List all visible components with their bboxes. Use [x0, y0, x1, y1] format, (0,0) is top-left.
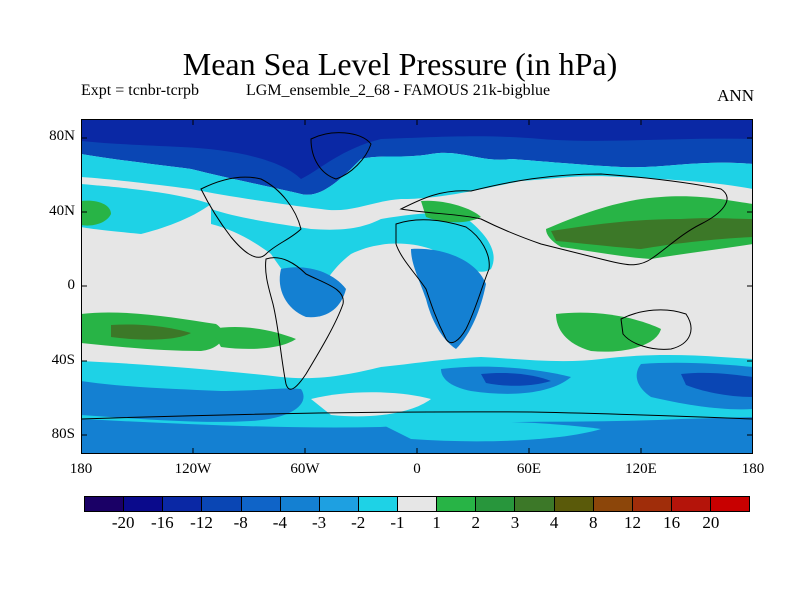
- ensemble-label: LGM_ensemble_2_68 - FAMOUS 21k-bigblue: [246, 82, 551, 99]
- asia-strong-high: [551, 218, 753, 249]
- colorbar-tick-label: 20: [702, 513, 720, 532]
- indian-ocean-high: [556, 312, 661, 352]
- colorbar-swatch: [124, 497, 164, 511]
- colorbar-swatch: [711, 497, 750, 511]
- experiment-label: Expt = tcnbr-tcrpb: [81, 82, 199, 99]
- colorbar-tick-label: 2: [471, 513, 481, 532]
- south-america-low: [279, 267, 346, 318]
- mediterranean-high: [421, 200, 481, 223]
- colorbar-swatch: [280, 497, 320, 511]
- pacific-high-north: [81, 200, 111, 226]
- colorbar-swatch: [632, 497, 672, 511]
- south-america-coast: [265, 257, 344, 390]
- colorbar-tick-label: -2: [351, 513, 366, 532]
- lon-label-180w: 180: [69, 461, 93, 477]
- colorbar-tick-label: 1: [432, 513, 441, 532]
- colorbar-tick-label: -1: [390, 513, 405, 532]
- colorbar-tick-label: 4: [549, 513, 559, 532]
- lon-label-120w: 120W: [174, 461, 212, 477]
- pressure-map: [80, 119, 754, 454]
- colorbar-tick-label: 16: [663, 513, 681, 532]
- south-atlantic-grey: [311, 392, 431, 417]
- colorbar-swatch: [398, 497, 438, 511]
- map-title: Mean Sea Level Pressure (in hPa): [182, 46, 618, 82]
- colorbar-tick-label: -20: [111, 513, 135, 532]
- colorbar-tick-label: -3: [311, 513, 327, 532]
- south-pacific-strong-high: [111, 324, 191, 340]
- lon-label-120e: 120E: [625, 461, 657, 477]
- north-pacific-cyan: [81, 184, 211, 234]
- eurasia-coast: [399, 173, 728, 266]
- colorbar-swatch: [476, 497, 516, 511]
- colorbar-swatch: [593, 497, 633, 511]
- axis-ticks: [81, 119, 753, 454]
- colorbar-tick-label: 8: [589, 513, 598, 532]
- season-label: ANN: [717, 86, 754, 105]
- colorbar-swatch: [671, 497, 711, 511]
- north-america-coast: [200, 176, 302, 258]
- antarctic-cyan-patch: [381, 421, 601, 442]
- greenland-coast: [310, 132, 372, 180]
- lat-label-40n: 40N: [49, 203, 75, 219]
- colorbar-tick-label: -16: [151, 513, 174, 532]
- atlantic-cyan-region: [211, 209, 494, 304]
- africa-coast: [395, 219, 490, 344]
- lat-label-80n: 80N: [49, 128, 75, 144]
- colorbar-swatch: [202, 497, 242, 511]
- lon-label-0: 0: [413, 461, 421, 477]
- colorbar-swatch: [85, 497, 125, 511]
- colorbar-tick-label: -4: [272, 513, 287, 532]
- southern-pacific-low: [81, 381, 304, 422]
- colorbar-swatch: [437, 497, 477, 511]
- coastlines: [80, 132, 754, 420]
- lon-label-60e: 60E: [516, 461, 542, 477]
- lat-label-0: 0: [67, 277, 76, 293]
- northern-cyan-band: [81, 152, 753, 211]
- colorbar-swatch: [515, 497, 555, 511]
- arctic-deep-low: [81, 119, 753, 179]
- lat-label-40s: 40S: [51, 352, 75, 368]
- lon-label-60w: 60W: [290, 461, 320, 477]
- lon-label-180e: 180: [741, 461, 765, 477]
- africa-low: [411, 248, 486, 349]
- lat-label-80s: 80S: [51, 426, 75, 442]
- colorbar-swatch: [554, 497, 594, 511]
- colorbar-tick-label: 12: [623, 513, 641, 532]
- colorbar-swatch: [319, 497, 359, 511]
- australia-coast: [620, 309, 692, 350]
- colorbar-swatch: [358, 497, 398, 511]
- south-pacific-east-high: [211, 327, 296, 349]
- colorbar: [84, 496, 750, 512]
- colorbar-swatch: [163, 497, 203, 511]
- antarctica-coast: [80, 411, 754, 420]
- southern-indian-deep-low: [481, 372, 551, 386]
- southern-pacific-deep-low: [681, 372, 753, 397]
- colorbar-tick-label: -12: [190, 513, 213, 532]
- colorbar-tick-label: 3: [510, 513, 520, 532]
- colorbar-swatch: [241, 497, 281, 511]
- colorbar-tick-label: -8: [233, 513, 248, 532]
